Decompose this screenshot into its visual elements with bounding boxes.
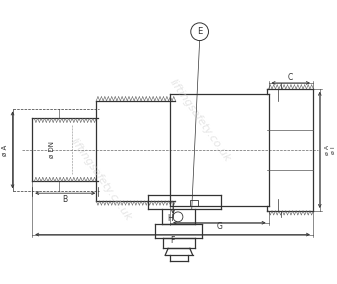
Text: E: E bbox=[197, 27, 202, 36]
Text: liftingsafety.co.uk: liftingsafety.co.uk bbox=[167, 77, 232, 164]
Text: ø DN: ø DN bbox=[49, 141, 55, 158]
Text: B: B bbox=[62, 195, 67, 204]
Text: ø I: ø I bbox=[331, 146, 336, 154]
Text: ø A: ø A bbox=[2, 144, 8, 156]
Text: liftingsafety.co.uk: liftingsafety.co.uk bbox=[69, 136, 133, 223]
Text: G: G bbox=[216, 222, 222, 231]
Text: H: H bbox=[167, 214, 173, 223]
Text: F: F bbox=[170, 236, 174, 245]
Text: C: C bbox=[287, 72, 293, 82]
Text: ø A: ø A bbox=[325, 145, 330, 155]
